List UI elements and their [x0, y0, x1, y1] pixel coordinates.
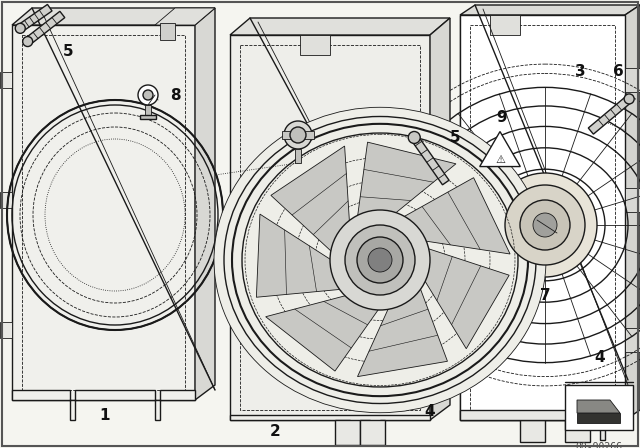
Polygon shape	[625, 188, 640, 212]
Polygon shape	[411, 135, 449, 185]
Circle shape	[624, 94, 634, 104]
Text: 5: 5	[450, 130, 460, 146]
Polygon shape	[360, 420, 385, 445]
Polygon shape	[565, 420, 590, 442]
Polygon shape	[230, 18, 450, 35]
Polygon shape	[271, 146, 351, 261]
Circle shape	[15, 23, 25, 33]
Polygon shape	[355, 142, 456, 233]
Polygon shape	[460, 15, 625, 420]
Text: 00-90266: 00-90266	[575, 442, 623, 448]
Polygon shape	[388, 178, 510, 254]
Polygon shape	[460, 5, 640, 15]
Polygon shape	[300, 35, 330, 55]
Ellipse shape	[224, 116, 536, 404]
Polygon shape	[266, 291, 389, 371]
Circle shape	[408, 131, 420, 143]
Text: 4: 4	[595, 350, 605, 366]
Polygon shape	[430, 18, 450, 420]
Polygon shape	[295, 149, 301, 163]
Polygon shape	[625, 5, 640, 420]
Polygon shape	[625, 328, 640, 352]
Text: 2: 2	[269, 425, 280, 439]
Polygon shape	[145, 105, 151, 115]
Polygon shape	[18, 4, 52, 32]
Circle shape	[22, 37, 33, 47]
Polygon shape	[12, 8, 215, 25]
Polygon shape	[282, 131, 314, 139]
Text: 6: 6	[612, 65, 623, 79]
Circle shape	[520, 200, 570, 250]
Polygon shape	[520, 420, 545, 442]
Circle shape	[493, 173, 597, 277]
Circle shape	[357, 237, 403, 283]
Polygon shape	[257, 214, 356, 297]
Polygon shape	[577, 413, 620, 423]
Text: 1: 1	[100, 408, 110, 422]
Circle shape	[345, 225, 415, 295]
Polygon shape	[335, 420, 360, 445]
Polygon shape	[160, 23, 175, 40]
Circle shape	[290, 127, 306, 143]
Polygon shape	[588, 96, 632, 134]
Polygon shape	[12, 25, 195, 400]
Polygon shape	[140, 115, 156, 119]
Circle shape	[533, 213, 557, 237]
Polygon shape	[490, 15, 520, 35]
Polygon shape	[0, 322, 12, 338]
Circle shape	[143, 90, 153, 100]
Circle shape	[284, 121, 312, 149]
Polygon shape	[25, 11, 65, 45]
Polygon shape	[0, 72, 12, 88]
Text: 5: 5	[63, 44, 74, 60]
Polygon shape	[625, 68, 640, 92]
Polygon shape	[195, 8, 215, 400]
Polygon shape	[0, 192, 12, 208]
Polygon shape	[565, 385, 633, 430]
Text: 7: 7	[540, 288, 550, 302]
Polygon shape	[460, 410, 625, 440]
Circle shape	[138, 85, 158, 105]
Polygon shape	[480, 132, 520, 167]
Text: ⚠: ⚠	[495, 155, 505, 165]
Polygon shape	[577, 400, 620, 413]
Polygon shape	[230, 35, 430, 420]
Polygon shape	[414, 244, 509, 349]
Text: 8: 8	[170, 87, 180, 103]
Polygon shape	[155, 8, 215, 25]
Polygon shape	[460, 15, 625, 420]
Text: 9: 9	[497, 111, 508, 125]
Ellipse shape	[214, 107, 546, 413]
Polygon shape	[12, 390, 195, 420]
Polygon shape	[358, 275, 447, 377]
Polygon shape	[230, 415, 430, 440]
Circle shape	[368, 248, 392, 272]
Text: 4: 4	[425, 405, 435, 419]
Text: 3: 3	[575, 65, 586, 79]
Circle shape	[505, 185, 585, 265]
Circle shape	[330, 210, 430, 310]
